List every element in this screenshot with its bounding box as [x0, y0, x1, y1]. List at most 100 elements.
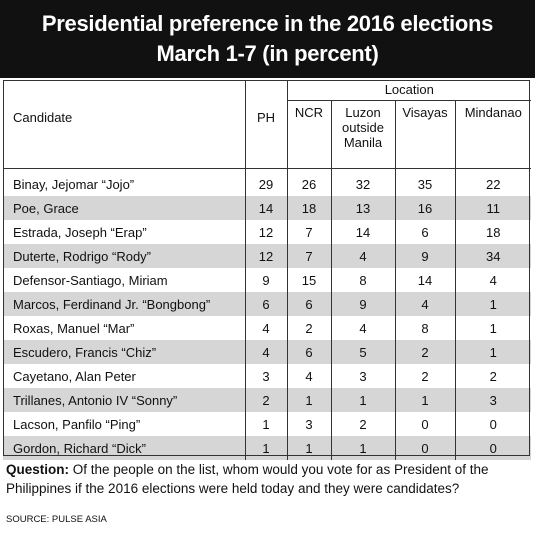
cell-value: 3 [330, 364, 395, 388]
cell-value: 1 [244, 412, 287, 436]
table-row: Binay, Jejomar “Jojo” 29 26 32 35 22 [3, 168, 532, 196]
cell-value: 2 [394, 364, 455, 388]
candidate-name: Lacson, Panfilo “Ping” [13, 416, 141, 432]
table: Candidate PH Location NCR Luzon outside Mani… [3, 80, 532, 460]
cell-value: 15 [286, 268, 331, 292]
table-head: Candidate PH Location NCR Luzon outside Mani… [3, 80, 532, 169]
source: SOURCE: PULSE ASIA [6, 514, 107, 525]
cell-value: 1 [330, 436, 395, 460]
table-row: Defensor-Santiago, Miriam 9 15 8 14 4 [3, 268, 532, 292]
column-header: PH [244, 80, 287, 169]
cell-value: 6 [286, 292, 331, 316]
cell-value: 1 [454, 316, 532, 340]
table-row: Lacson, Panfilo “Ping” 1 3 2 0 0 [3, 412, 532, 436]
cell-value: 2 [244, 388, 287, 412]
cell-value: 0 [454, 436, 532, 460]
cell-value: 9 [394, 244, 455, 268]
table-row: Gordon, Richard “Dick” 1 1 1 0 0 [3, 436, 532, 460]
cell-value: 8 [394, 316, 455, 340]
cell-value: 0 [394, 436, 455, 460]
cell-value: 1 [330, 388, 395, 412]
question: Question: Of the people on the list, who… [6, 460, 531, 498]
cell-value: 16 [394, 196, 455, 220]
cell-value: 0 [394, 412, 455, 436]
cell-value: 29 [244, 168, 287, 196]
column-header: NCR [286, 100, 331, 169]
cell-value: 12 [244, 244, 287, 268]
header-row: NCR Luzon outside Manila Visayas Mindanao [3, 100, 532, 169]
cell-value: 18 [286, 196, 331, 220]
cell-value: 34 [454, 244, 532, 268]
header-row: Candidate PH Location [3, 80, 532, 169]
candidate-name: Duterte, Rodrigo “Rody” [3, 244, 245, 268]
candidate-name: Cayetano, Alan Peter [13, 368, 136, 384]
question-text: Of the people on the list, whom would yo… [6, 462, 489, 496]
cell-value: 26 [286, 168, 331, 196]
cell-value: 6 [286, 340, 331, 364]
candidate-name: Defensor-Santiago, Miriam [13, 272, 168, 288]
candidate-name: Poe, Grace [3, 196, 245, 220]
cell-value: 3 [244, 364, 287, 388]
cell-value: 4 [330, 316, 395, 340]
cell-value: 9 [330, 292, 395, 316]
cell-value: 22 [454, 168, 532, 196]
candidate-name: Trillanes, Antonio IV “Sonny” [3, 388, 245, 412]
cell-value: 2 [394, 340, 455, 364]
cell-value: 0 [454, 412, 532, 436]
cell-value: 32 [330, 168, 395, 196]
cell-value: 18 [454, 220, 532, 244]
cell-value: 7 [286, 220, 331, 244]
table-row: Cayetano, Alan Peter 3 4 3 2 2 [3, 364, 532, 388]
cell-value: 4 [454, 268, 532, 292]
table-row: Poe, Grace 14 18 13 16 11 [3, 196, 532, 220]
cell-value: 14 [244, 196, 287, 220]
cell-value: 4 [286, 364, 331, 388]
candidate-name: Binay, Jejomar “Jojo” [13, 176, 135, 192]
cell-value: 7 [286, 244, 331, 268]
cell-value: 2 [330, 412, 395, 436]
cell-value: 2 [286, 316, 331, 340]
cell-value: 3 [454, 388, 532, 412]
question-label: Question: [6, 462, 69, 477]
cell-value: 12 [244, 220, 287, 244]
title-bar: Presidential preference in the 2016 elec… [0, 0, 535, 78]
cell-value: 1 [286, 388, 331, 412]
title-line: Presidential preference in the 2016 elec… [41, 11, 494, 36]
candidate-name: Gordon, Richard “Dick” [3, 436, 245, 460]
table-row: Estrada, Joseph “Erap” 12 7 14 6 18 [3, 220, 532, 244]
table-row: Escudero, Francis “Chiz” 4 6 5 2 1 [3, 340, 532, 364]
cell-value: 1 [394, 388, 455, 412]
cell-value: 6 [244, 292, 287, 316]
title-line: March 1-7 (in percent) [156, 41, 379, 66]
candidate-name: Escudero, Francis “Chiz” [3, 340, 245, 364]
cell-value: 1 [244, 436, 287, 460]
cell-value: 9 [244, 268, 287, 292]
candidate-name: Estrada, Joseph “Erap” [13, 224, 147, 240]
cell-value: 11 [454, 196, 532, 220]
cell-value: 1 [286, 436, 331, 460]
cell-value: 8 [330, 268, 395, 292]
group-header: Location [286, 80, 532, 101]
column-header: Candidate [3, 80, 245, 169]
table-row: Trillanes, Antonio IV “Sonny” 2 1 1 1 3 [3, 388, 532, 412]
candidate-name: Roxas, Manuel “Mar” [13, 320, 135, 336]
table-row: Duterte, Rodrigo “Rody” 12 7 4 9 34 [3, 244, 532, 268]
cell-value: 14 [394, 268, 455, 292]
cell-value: 13 [330, 196, 395, 220]
cell-value: 4 [330, 244, 395, 268]
cell-value: 4 [244, 316, 287, 340]
cell-value: 35 [394, 168, 455, 196]
cell-value: 14 [330, 220, 395, 244]
cell-value: 4 [394, 292, 455, 316]
cell-value: 1 [454, 340, 532, 364]
cell-value: 5 [330, 340, 395, 364]
table-row: Roxas, Manuel “Mar” 4 2 4 8 1 [3, 316, 532, 340]
cell-value: 1 [454, 292, 532, 316]
candidate-name: Marcos, Ferdinand Jr. “Bongbong” [3, 292, 245, 316]
cell-value: 2 [454, 364, 532, 388]
cell-value: 6 [394, 220, 455, 244]
column-header: Mindanao [454, 100, 532, 169]
column-header: Luzon outside Manila [330, 100, 395, 169]
table-row: Marcos, Ferdinand Jr. “Bongbong” 6 6 9 4 1 [3, 292, 532, 316]
